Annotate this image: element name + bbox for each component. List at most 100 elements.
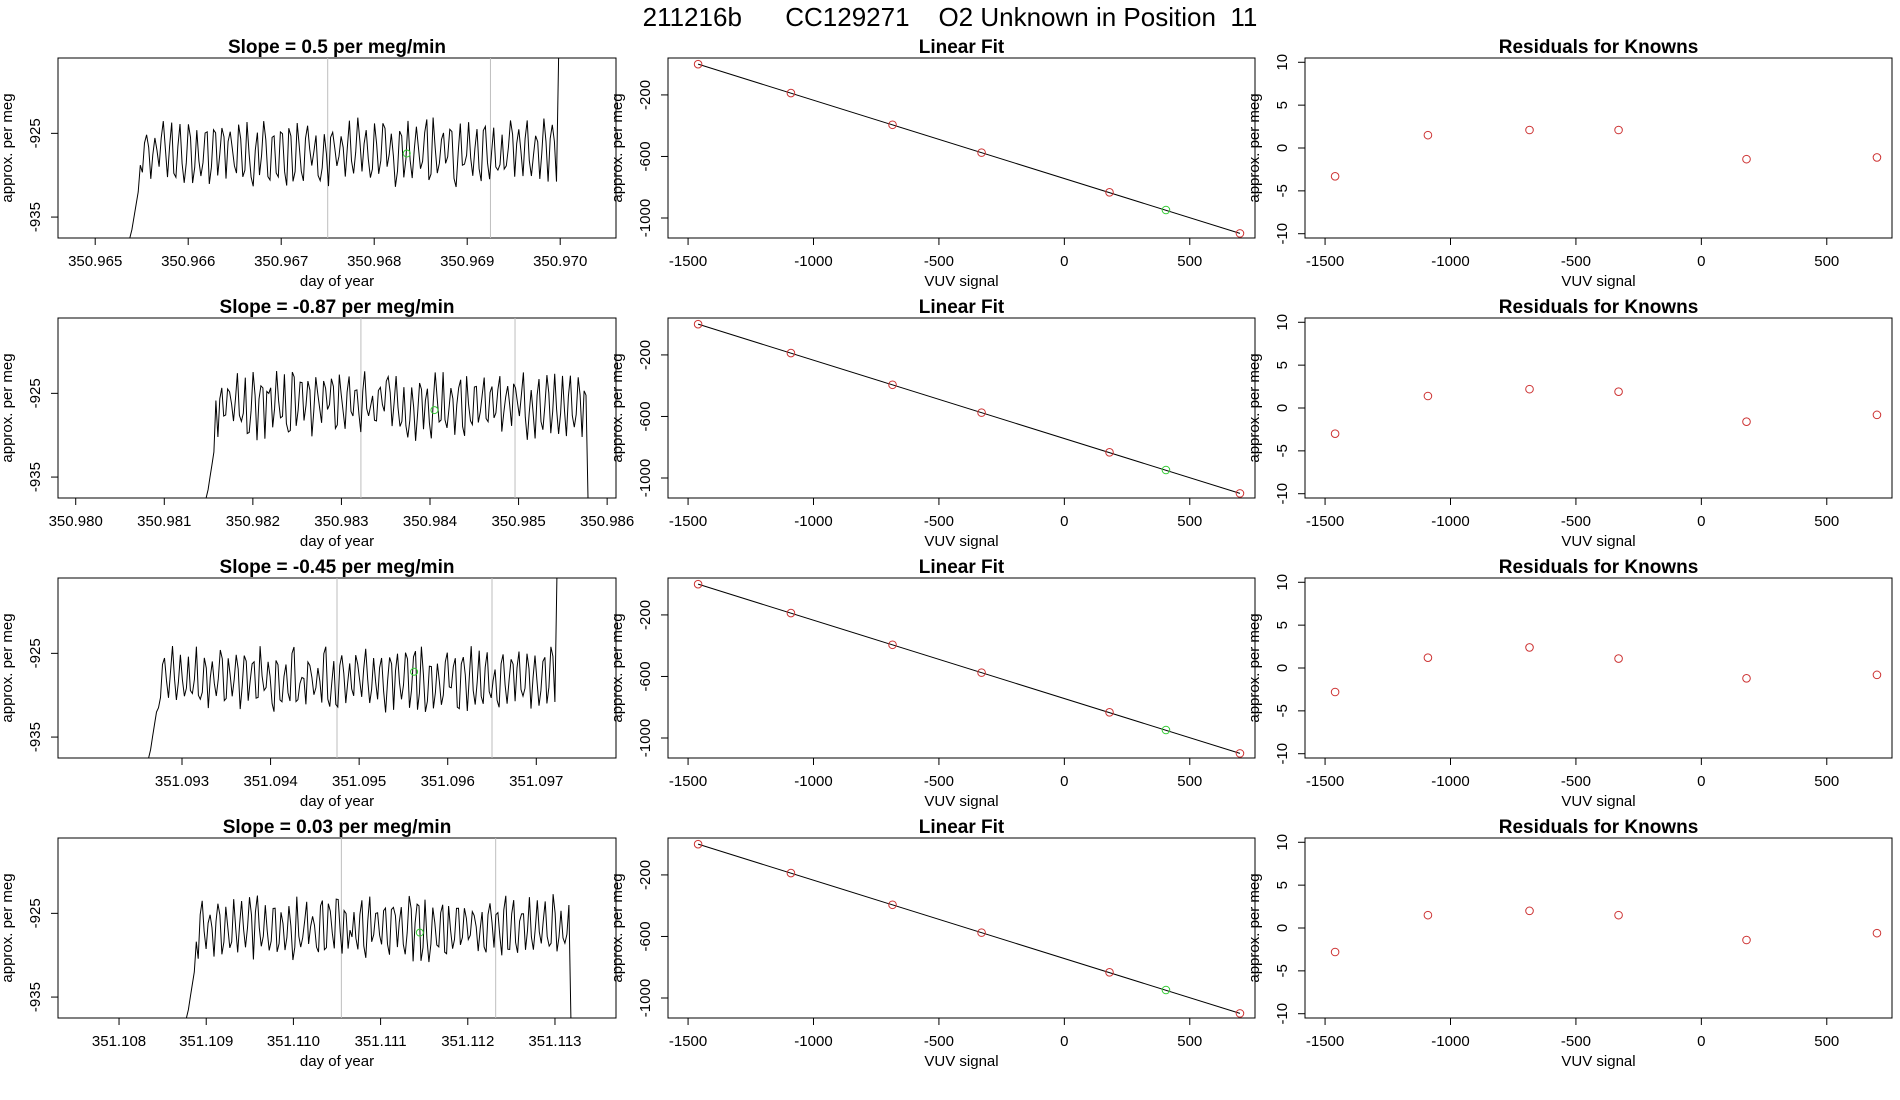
panel-1-2-frame [667, 57, 1256, 239]
panel-3-1-xlabel: day of year [300, 793, 374, 810]
panel-2-3-ytick-label: 0 [1274, 404, 1291, 412]
panel-4-2-known-point [888, 900, 897, 910]
panel-2-2-known-point [693, 319, 703, 329]
panel-3-3-ytick-label: 0 [1274, 664, 1291, 672]
panel-3-2-unknown-point [1161, 725, 1171, 735]
panel-3-3-xlabel: VUV signal [1561, 793, 1635, 810]
panel-2-2-xlabel: VUV signal [924, 533, 998, 550]
panel-3-2-known-point [786, 608, 796, 618]
panel-3-1-xtick-label: 351.094 [243, 773, 297, 790]
panel-4-1-ytick-label: -925 [27, 898, 44, 928]
panel-4-2-known-point [786, 868, 796, 878]
panel-2-2-known-point [786, 348, 796, 358]
panel-1-2-xtick-label: -1500 [669, 253, 707, 270]
panel-3-2-xlabel: VUV signal [924, 793, 998, 810]
panel-1-2-known-point [1235, 229, 1245, 238]
panel-1-1-ytick-label: -925 [27, 118, 44, 148]
panel-4-1-ylabel: approx. per meg [0, 873, 16, 982]
panel-4-2-known-point [1235, 1009, 1245, 1018]
panel-3-3-residual-point [1872, 670, 1882, 680]
panel-2-3-ytick-label: 5 [1274, 361, 1291, 369]
panel-3-2-known-point [1105, 708, 1114, 717]
panel-3-1-xtick-label: 351.093 [155, 773, 209, 790]
panel-4-1-xtick-label: 351.111 [355, 1033, 407, 1050]
panel-1-3-residual-point [1614, 125, 1623, 135]
panel-1-1-xtick-label: 350.966 [161, 253, 215, 270]
figure-title: 211216b CC129271 O2 Unknown in Position … [642, 2, 1258, 32]
panel-1-2-xtick-label: 500 [1177, 253, 1202, 270]
panel-3-3-ytick-label: 10 [1274, 574, 1291, 591]
panel-2-3-ytick-label: 10 [1274, 314, 1291, 331]
panel-2-2-frame [667, 317, 1256, 499]
panel-2-2-known-point [888, 380, 897, 390]
panel-4-3-title: Residuals for Knowns [1499, 817, 1699, 838]
panel-1-3-xtick-label: 500 [1814, 253, 1839, 270]
panel-1-3-title: Residuals for Knowns [1499, 37, 1699, 58]
panel-4-2-ytick-label: -200 [637, 860, 654, 890]
panel-1-3-residual-point [1330, 171, 1340, 181]
panel-2-3-ytick-label: -5 [1274, 444, 1291, 457]
panel-1-1-xtick-label: 350.967 [254, 253, 308, 270]
panel-4-3-frame [1304, 837, 1893, 1019]
panel-1-3-ylabel: approx. per meg [1246, 93, 1263, 202]
panel-2-1-data-line [204, 370, 594, 499]
panel-1-2-xtick-label: -1000 [794, 253, 832, 270]
panel-2-2-known-point [1105, 448, 1114, 457]
panel-4-3-xtick-label: -1500 [1306, 1033, 1344, 1050]
panel-4-2-frame [667, 837, 1256, 1019]
panel-1-2-known-point [693, 59, 703, 69]
panel-3-3-residual-point [1742, 673, 1751, 683]
panel-2-2-xtick-label: 500 [1177, 513, 1202, 530]
panel-2-3-ytick-label: -10 [1274, 483, 1291, 505]
panel-1-2-known-point [1105, 188, 1114, 197]
panel-2-2-xtick-label: -1500 [669, 513, 707, 530]
panel-3-3-ylabel: approx. per meg [1246, 613, 1263, 722]
panel-4-3-residual-point [1742, 935, 1751, 945]
panel-4-3-residual-point [1423, 910, 1433, 920]
panel-3-3-xtick-label: 0 [1697, 773, 1705, 790]
panel-4-3-ytick-label: -10 [1274, 1003, 1291, 1025]
panel-2-1-unknown-point [430, 406, 439, 415]
panel-3-2-ytick-label: -600 [637, 661, 654, 691]
panel-1-1-xtick-label: 350.968 [347, 253, 401, 270]
panel-4-2-xtick-label: -500 [924, 1033, 954, 1050]
panel-3-3-xtick-label: 500 [1814, 773, 1839, 790]
panel-1-2-ytick-label: -1000 [637, 199, 654, 237]
panel-4-3-xlabel: VUV signal [1561, 1053, 1635, 1070]
panel-4-2-title: Linear Fit [919, 817, 1005, 838]
panel-4-1-data-line [184, 894, 577, 1019]
panel-4-1-xtick-label: 351.110 [267, 1033, 320, 1050]
panel-4-3-ytick-label: 5 [1274, 881, 1291, 889]
panel-1-1-xtick-label: 350.969 [440, 253, 494, 270]
panel-3-2-known-point [693, 579, 703, 589]
panel-1-1-xtick-label: 350.970 [533, 253, 587, 270]
panel-2-3-residual-point [1330, 429, 1340, 439]
panel-2-1-ytick-label: -935 [27, 462, 44, 492]
panel-4-2-unknown-point [1161, 985, 1171, 995]
panel-4-2-xtick-label: -1500 [669, 1033, 707, 1050]
panel-2-1-ylabel: approx. per meg [0, 353, 16, 462]
panel-4-3-ytick-label: -5 [1274, 964, 1291, 977]
panel-4-2-known-point [1105, 968, 1114, 977]
panel-3-2-known-point [977, 668, 986, 677]
panel-3-1-data-line [146, 577, 563, 759]
panel-3-1-ylabel: approx. per meg [0, 613, 16, 722]
panel-3-2-known-point [888, 640, 897, 650]
panel-3-3-residual-point [1423, 653, 1433, 663]
panel-3-3-title: Residuals for Knowns [1499, 557, 1699, 578]
panel-4-2-ytick-label: -600 [637, 921, 654, 951]
panel-1-2-fit-line [697, 63, 1241, 234]
panel-2-3-title: Residuals for Knowns [1499, 297, 1699, 318]
panel-2-3-xtick-label: 500 [1814, 513, 1839, 530]
panel-4-2-fit-line [697, 843, 1241, 1014]
panel-3-3-ytick-label: 5 [1274, 621, 1291, 629]
panel-3-2-known-point [1235, 749, 1245, 758]
panel-4-3-residual-point [1872, 928, 1882, 938]
panel-4-2-known-point [977, 928, 986, 937]
panel-4-2-known-point [693, 839, 703, 849]
panel-2-1-xtick-label: 350.981 [137, 513, 191, 530]
panel-2-2-ytick-label: -200 [637, 340, 654, 370]
panel-3-2-fit-line [697, 583, 1241, 754]
panel-1-3-ytick-label: 5 [1274, 101, 1291, 109]
panel-3-2-title: Linear Fit [919, 557, 1005, 578]
